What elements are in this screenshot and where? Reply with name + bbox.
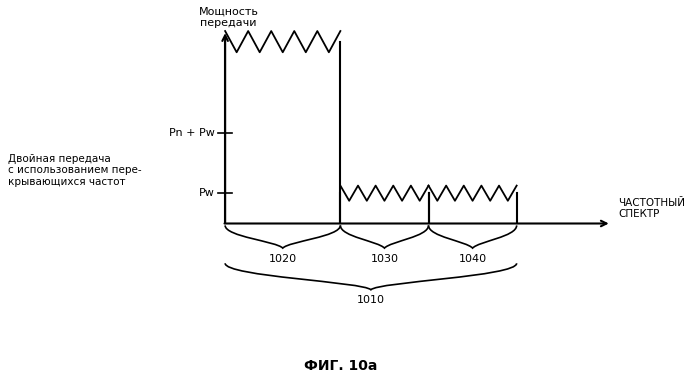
Text: 1010: 1010 bbox=[357, 295, 385, 306]
Text: 1040: 1040 bbox=[459, 254, 487, 264]
Text: Двойная передача
с использованием пере-
крывающихся частот: Двойная передача с использованием пере- … bbox=[8, 154, 142, 187]
Text: Мощность
передачи: Мощность передачи bbox=[199, 7, 259, 28]
Text: ЧАСТОТНЫЙ
СПЕКТР: ЧАСТОТНЫЙ СПЕКТР bbox=[619, 197, 685, 219]
Text: Pn + Pw: Pn + Pw bbox=[169, 127, 215, 137]
Text: 1020: 1020 bbox=[268, 254, 297, 264]
Text: ФИГ. 10a: ФИГ. 10a bbox=[303, 359, 377, 373]
Text: Pw: Pw bbox=[199, 188, 215, 198]
Text: 1030: 1030 bbox=[370, 254, 398, 264]
